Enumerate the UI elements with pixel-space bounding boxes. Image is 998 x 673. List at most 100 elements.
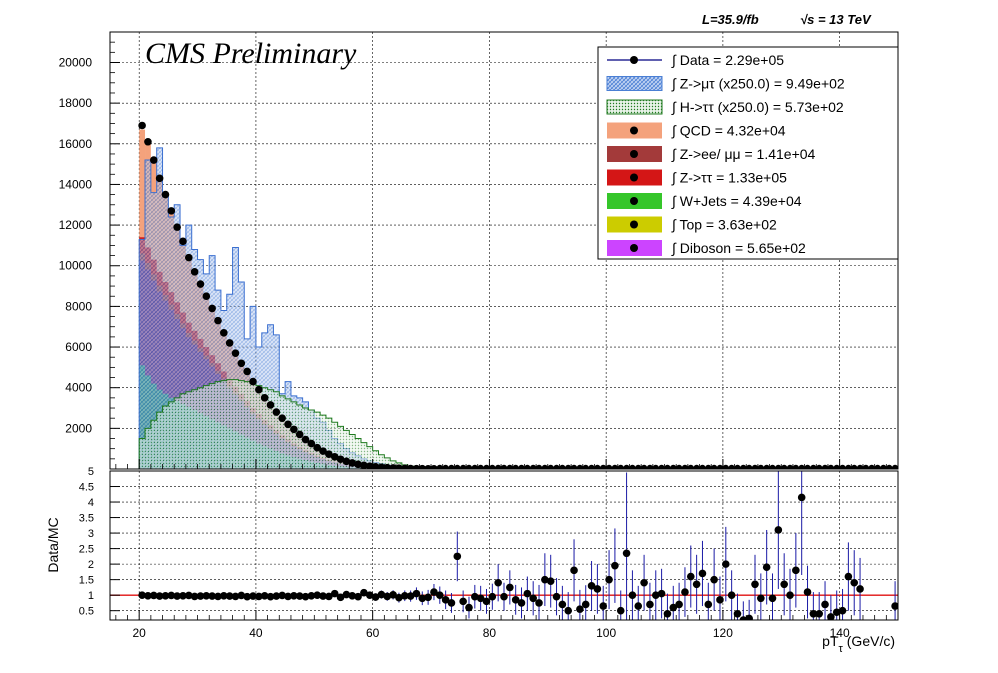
data-point [231, 349, 240, 357]
data-point [196, 280, 205, 288]
ratio-point [424, 593, 432, 602]
legend: ∫ Data = 2.29e+05 ∫ Z->μτ (x250.0) = 9.49… [597, 46, 899, 260]
ratio-point [173, 592, 181, 600]
ratio-x-axis: 20 40 60 80 100 120 140 [115, 459, 899, 640]
ratio-point [669, 603, 678, 612]
data-point-tail [454, 464, 461, 469]
ratio-point [745, 614, 753, 620]
legend-label: ∫ QCD = 4.32e+04 [671, 123, 786, 139]
ratio-x-tick-label: 40 [249, 626, 263, 640]
ratio-point [190, 592, 199, 601]
ratio-point [482, 597, 491, 606]
data-point-tail [769, 464, 776, 469]
ratio-point [167, 591, 176, 600]
data-point [149, 156, 158, 164]
data-point-tail [535, 464, 543, 469]
data-point-tail [874, 464, 881, 469]
ratio-point [640, 578, 648, 587]
ratio-point [348, 591, 357, 600]
data-point-tail [880, 464, 887, 469]
data-point-tail [851, 464, 858, 469]
ratio-point [821, 600, 829, 609]
data-point-tail [827, 464, 835, 469]
ratio-point [360, 588, 368, 597]
ratio-point [149, 591, 158, 600]
ratio-point [406, 592, 415, 600]
data-point-tail [757, 464, 765, 469]
data-point-tail [494, 464, 502, 469]
ratio-point [179, 591, 187, 600]
ratio-x-tick-label: 20 [133, 626, 147, 640]
ratio-point [657, 589, 666, 598]
ratio-point [447, 599, 456, 607]
legend-label: ∫ Z->μτ (x250.0) = 9.49e+02 [671, 76, 845, 92]
main-y-tick-label-20000: 20000 [59, 55, 93, 69]
ratio-y-tick-label: 3.5 [79, 513, 94, 525]
data-point [138, 121, 146, 130]
energy-label: √s = 13 TeV [800, 12, 872, 27]
ratio-points [138, 471, 898, 620]
ratio-point [307, 591, 316, 600]
ratio-point [435, 591, 444, 599]
data-point-tail [810, 464, 817, 469]
ratio-y-tick-label: 2 [88, 559, 94, 571]
ratio-point [255, 592, 263, 601]
data-point [202, 292, 211, 301]
main-y-tick-label-12000: 12000 [59, 218, 93, 232]
ratio-point [196, 592, 205, 600]
data-point-tail [699, 464, 706, 469]
ratio-point [704, 600, 713, 609]
ratio-point [243, 592, 251, 601]
ratio-x-tick-label: 100 [596, 626, 616, 640]
data-point [214, 316, 222, 325]
ratio-point [850, 578, 859, 587]
ratio-point [494, 578, 502, 587]
legend-label: ∫ H->ττ (x250.0) = 5.73e+02 [671, 99, 844, 115]
data-point-tail [722, 464, 730, 469]
ratio-point [214, 592, 222, 601]
ratio-point [500, 592, 508, 601]
data-point-tail [710, 464, 718, 469]
data-point [389, 464, 397, 469]
data-point [430, 465, 438, 469]
legend-item: ∫ Z->μτ (x250.0) = 9.49e+02 [606, 76, 845, 92]
main-y-tick-label-2000: 2000 [65, 421, 92, 435]
ratio-point [832, 608, 841, 617]
ratio-plot-frame [109, 470, 899, 621]
legend-item: ∫ Data = 2.29e+05 [607, 52, 784, 68]
ratio-point [692, 580, 701, 589]
data-point-tail [635, 464, 642, 469]
data-point [225, 339, 234, 347]
data-point-tail [856, 464, 864, 469]
ratio-point [686, 572, 695, 581]
data-point-tail [541, 464, 549, 469]
data-point-tail [862, 464, 870, 469]
main-y-tick-label-6000: 6000 [65, 340, 92, 354]
ratio-point [628, 591, 637, 599]
ratio-point [570, 566, 578, 575]
data-point-tail [524, 464, 531, 469]
data-point-tail [518, 464, 525, 469]
ratio-y-tick-label: 1.5 [79, 575, 94, 587]
legend-item: ∫ W+Jets = 4.39e+04 [607, 193, 802, 209]
ratio-point [599, 602, 608, 610]
data-point-tail [891, 464, 898, 469]
data-point-tail [751, 464, 759, 469]
ratio-point [651, 591, 660, 599]
data-point [330, 453, 339, 461]
data-point [412, 464, 421, 469]
data-point-tail [716, 464, 724, 469]
data-point [377, 463, 386, 469]
data-point-tail [745, 464, 753, 469]
ratio-point [546, 577, 555, 585]
ratio-point [856, 585, 864, 593]
stacked-histograms [138, 129, 438, 469]
data-point [400, 464, 409, 469]
data-point [406, 464, 415, 469]
data-point [179, 237, 187, 246]
ratio-y-tick-label: 0.5 [79, 606, 94, 618]
data-point [301, 435, 310, 444]
ratio-point [144, 591, 152, 600]
data-point [220, 329, 228, 337]
data-point [272, 408, 281, 416]
